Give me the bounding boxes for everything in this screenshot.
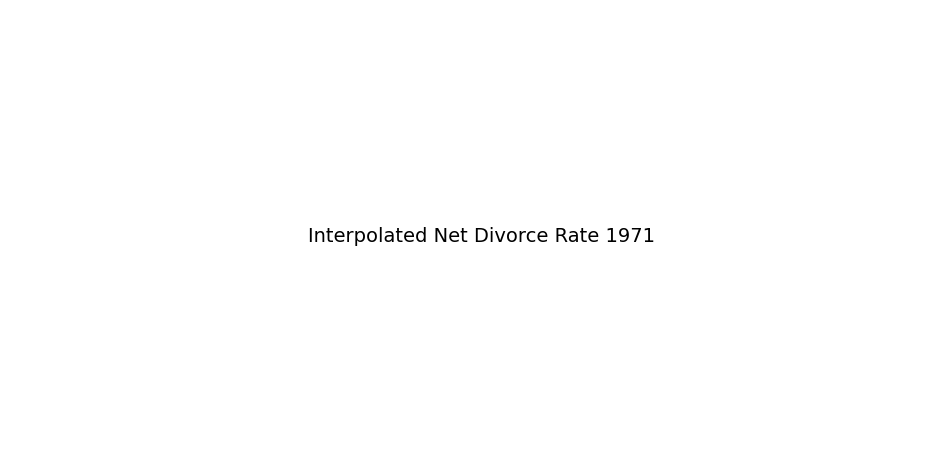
Text: Interpolated Net Divorce Rate 1971: Interpolated Net Divorce Rate 1971 (308, 227, 655, 246)
